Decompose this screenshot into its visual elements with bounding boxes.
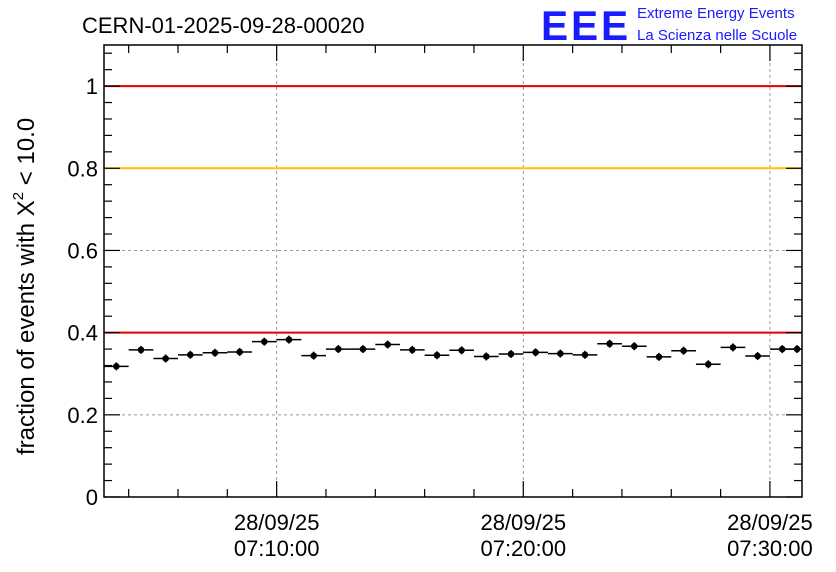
x-tick-time: 07:20:00 <box>480 536 566 561</box>
x-tick-time: 07:10:00 <box>234 536 320 561</box>
data-point-10 <box>350 345 376 354</box>
logo-mark: EEE <box>541 2 631 49</box>
y-axis-label-symbol: X <box>13 200 40 216</box>
y-tick-label: 0.6 <box>67 238 98 263</box>
y-tick-label: 0.4 <box>67 321 98 346</box>
x-tick-time: 07:30:00 <box>727 536 813 561</box>
data-point-14 <box>449 346 474 355</box>
y-axis-label-prefix: fraction of events with <box>13 216 40 455</box>
data-point-16 <box>498 350 524 359</box>
data-point-23 <box>671 346 696 355</box>
data-point-0 <box>104 362 129 371</box>
x-tick-date: 28/09/25 <box>727 510 813 535</box>
data-point-marker <box>187 351 194 359</box>
data-point-4 <box>202 348 228 357</box>
data-point-marker <box>113 363 120 370</box>
data-point-marker <box>162 355 169 362</box>
data-point-15 <box>473 352 499 361</box>
logo-line1: Extreme Energy Events <box>637 5 795 22</box>
y-tick-label: 0 <box>86 485 98 510</box>
y-axis-label-suffix: < 10.0 <box>13 118 40 192</box>
data-point-18 <box>547 349 573 358</box>
y-axis-label-sup: 2 <box>10 192 27 200</box>
y-axis-label: fraction of events with X2 < 10.0 <box>10 118 40 455</box>
data-point-17 <box>523 348 548 357</box>
data-point-marker <box>335 345 342 353</box>
data-point-1 <box>128 345 154 354</box>
data-point-24 <box>695 360 721 369</box>
data-point-marker <box>384 341 391 348</box>
eee-logo: EEE Extreme Energy Events La Scienza nel… <box>541 2 797 49</box>
data-point-28 <box>784 345 802 354</box>
data-point-marker <box>507 350 515 358</box>
data-point-marker <box>581 351 589 359</box>
data-point-marker <box>532 349 539 356</box>
data-points <box>104 335 802 371</box>
data-point-marker <box>793 345 801 353</box>
data-point-marker <box>359 345 367 353</box>
logo-line2: La Scienza nelle Scuole <box>637 27 797 44</box>
data-point-marker <box>261 338 268 345</box>
y-tick-label: 0.8 <box>67 156 98 181</box>
data-point-marker <box>433 351 441 359</box>
plot-frame <box>103 44 803 498</box>
data-point-25 <box>720 343 746 352</box>
data-point-marker <box>606 340 613 348</box>
data-point-5 <box>227 347 252 356</box>
data-point-marker <box>285 336 293 343</box>
data-point-marker <box>211 349 219 357</box>
y-tick-label: 0.2 <box>67 403 98 428</box>
data-point-11 <box>375 340 400 349</box>
data-point-marker <box>482 353 490 360</box>
y-tick-label: 1 <box>86 74 98 99</box>
data-point-marker <box>655 353 663 361</box>
data-point-marker <box>704 360 712 368</box>
data-point-marker <box>729 344 737 351</box>
data-point-6 <box>251 337 277 346</box>
data-point-21 <box>621 342 647 351</box>
data-point-marker <box>409 346 416 354</box>
data-point-7 <box>276 335 302 344</box>
data-point-marker <box>778 345 786 353</box>
data-point-8 <box>301 351 326 360</box>
data-point-13 <box>424 351 450 360</box>
x-tick-date: 28/09/25 <box>480 510 566 535</box>
data-point-marker <box>236 348 243 356</box>
data-point-22 <box>646 352 672 361</box>
data-point-20 <box>597 339 622 348</box>
data-point-12 <box>399 345 425 354</box>
data-point-marker <box>754 352 761 360</box>
data-point-marker <box>556 350 564 357</box>
data-point-3 <box>177 350 203 359</box>
data-point-2 <box>153 354 178 363</box>
axes: 00.20.40.60.8128/09/2507:10:0028/09/2507… <box>67 44 813 561</box>
data-point-19 <box>572 350 598 359</box>
chart-title: CERN-01-2025-09-28-00020 <box>82 13 365 38</box>
reference-lines <box>104 85 802 334</box>
data-point-marker <box>630 342 638 350</box>
data-point-9 <box>325 345 351 354</box>
x-tick-date: 28/09/25 <box>234 510 320 535</box>
data-point-marker <box>680 347 687 355</box>
data-point-marker <box>458 347 465 354</box>
data-point-26 <box>745 352 770 361</box>
data-point-marker <box>137 346 145 354</box>
grid <box>104 45 802 497</box>
data-point-marker <box>310 352 317 359</box>
